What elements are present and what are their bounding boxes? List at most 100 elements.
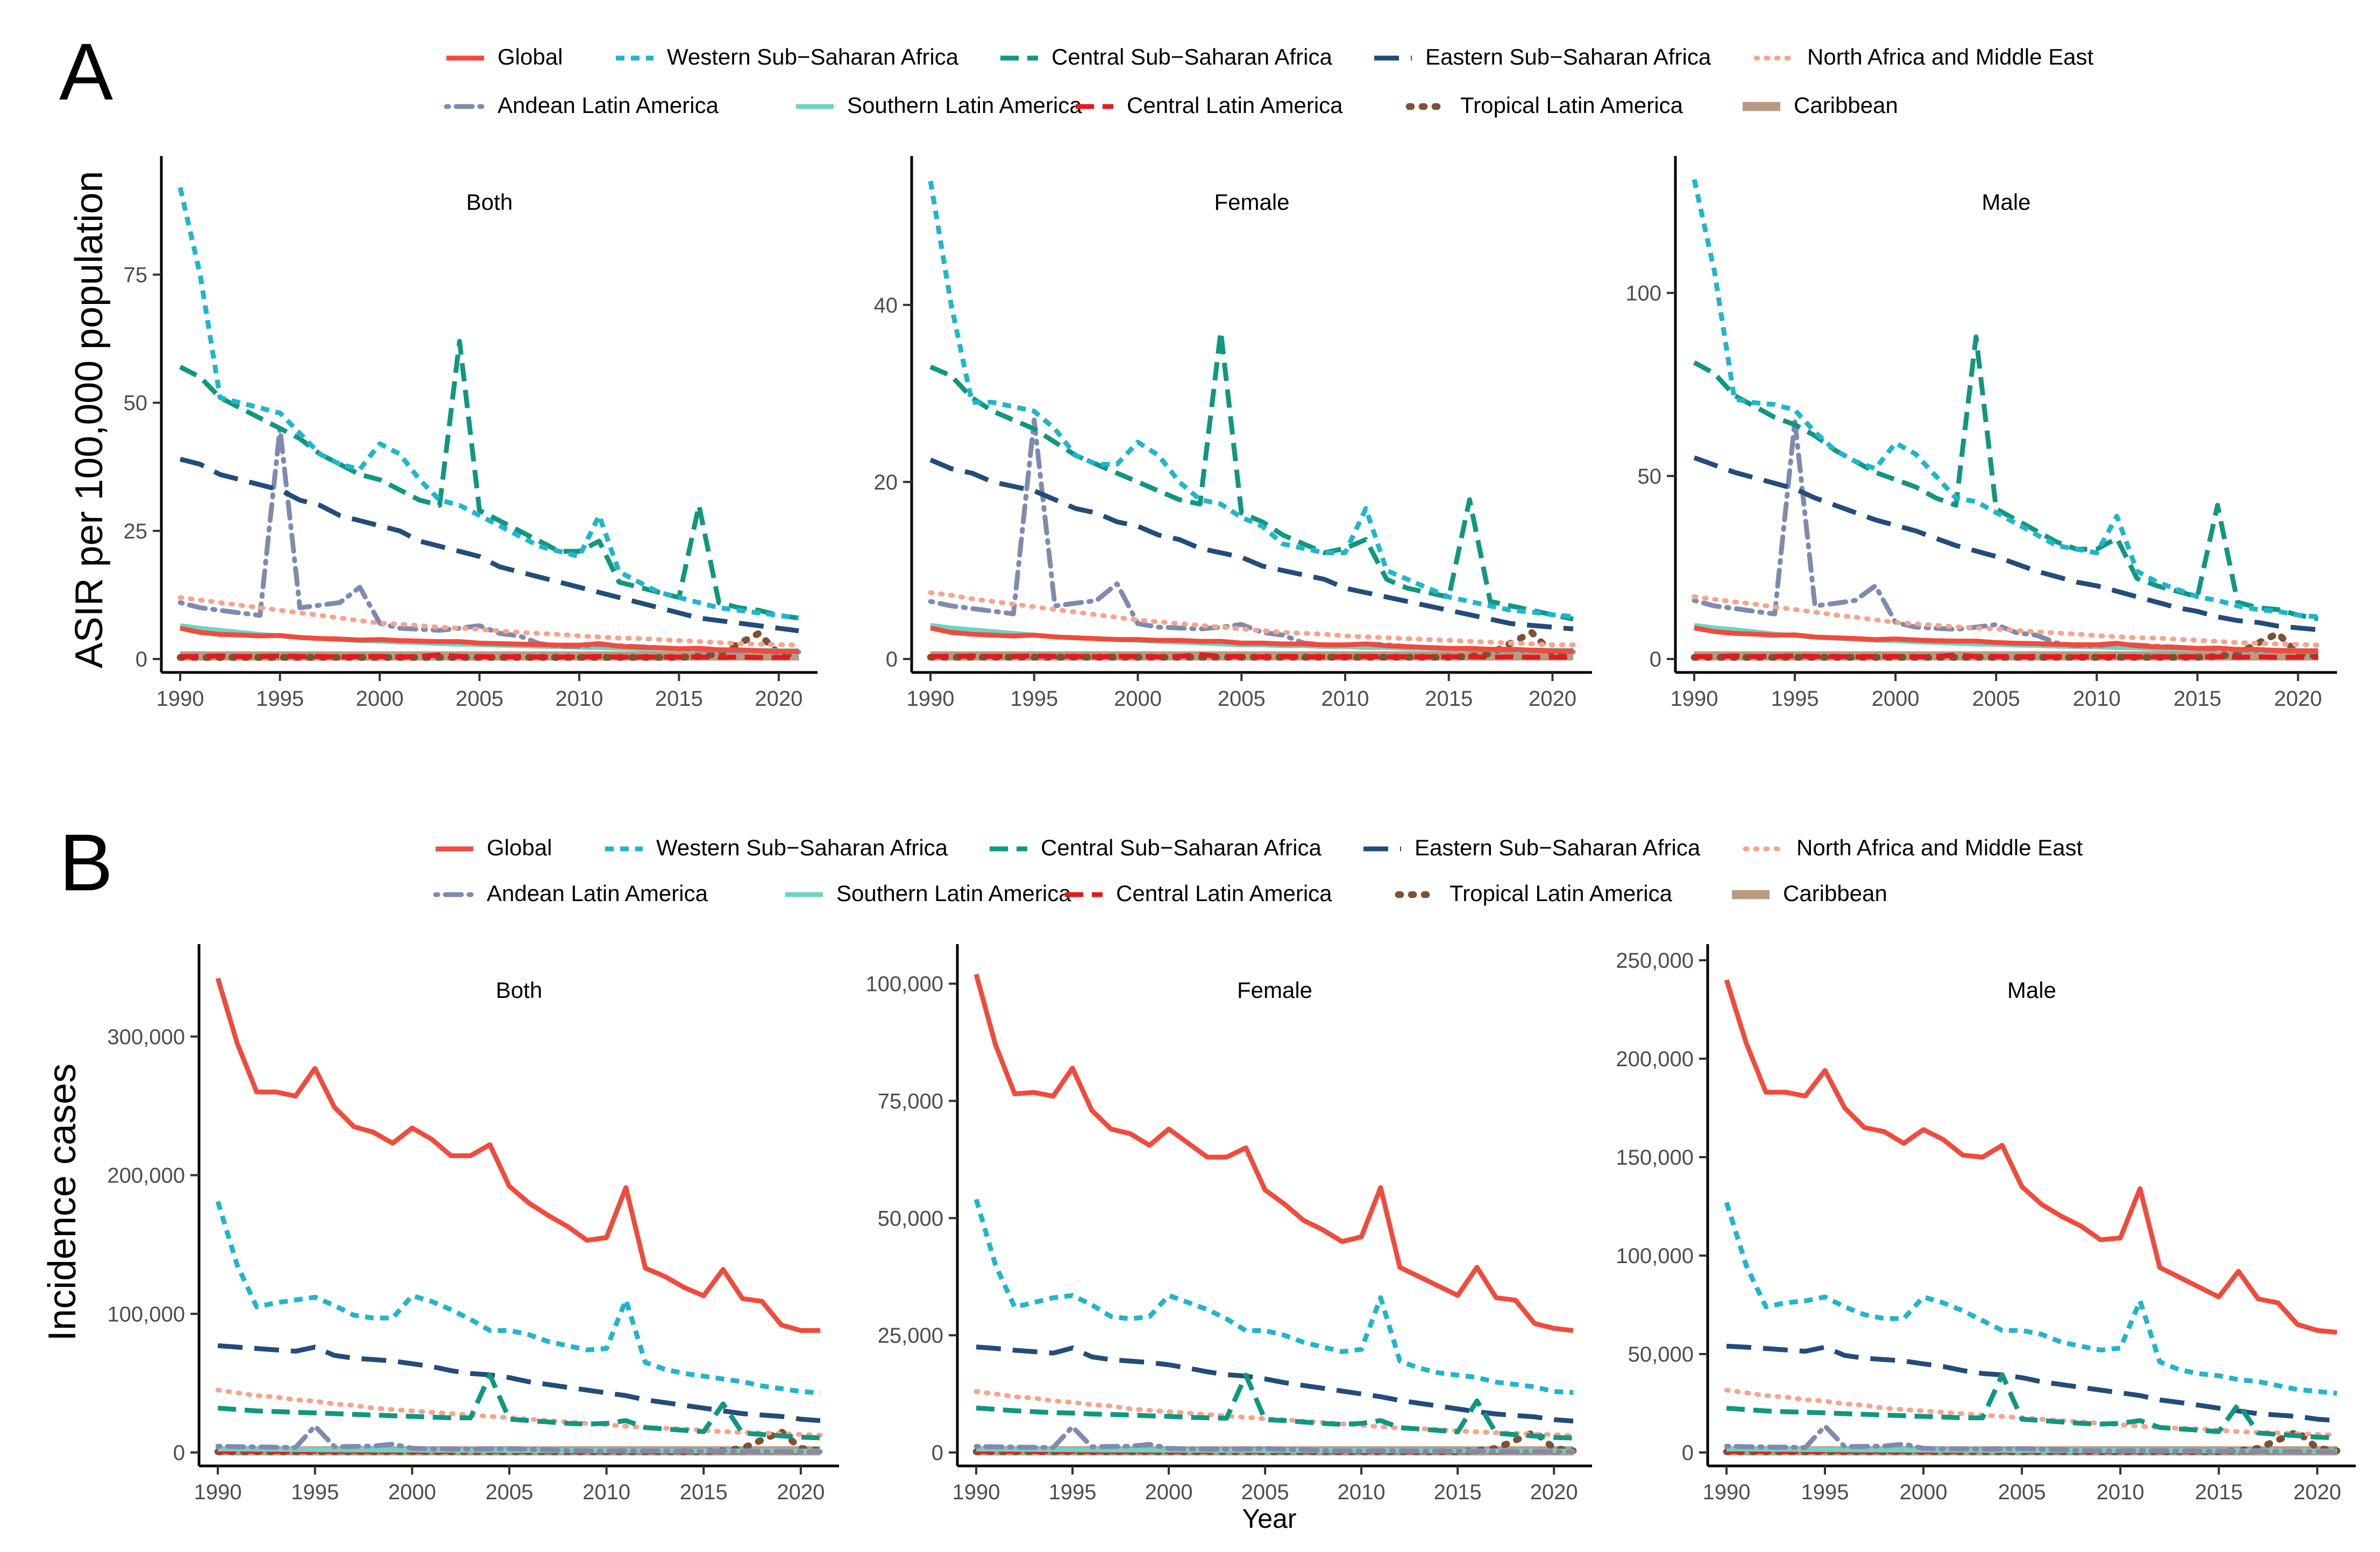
legend-label-central-latin-america: Central Latin America <box>1116 881 1332 906</box>
legend-label-southern-latin-america: Southern Latin America <box>847 93 1082 118</box>
series-line-eastern-sub-saharan-africa <box>217 1343 821 1423</box>
x-tick-label: 2000 <box>1145 1480 1193 1504</box>
legend-item-caribbean: Caribbean <box>1743 93 1898 118</box>
y-tick-label: 100,000 <box>865 973 943 996</box>
legend-label-tropical-latin-america: Tropical Latin America <box>1460 93 1683 118</box>
chart-a-both: Both 1990 1995 2000 2005 2010 2015 2020 0 25 50 75 <box>124 156 818 711</box>
y-tick-label: 75 <box>124 264 148 287</box>
series-line-global <box>1724 979 2338 1335</box>
x-tick-label: 2010 <box>555 687 603 711</box>
legend-item-tropical-latin-america: Tropical Latin America <box>1395 881 1673 906</box>
legend-label-central-sub-saharan-africa: Central Sub−Saharan Africa <box>1052 44 1332 69</box>
x-tick-label: 1990 <box>157 687 204 711</box>
facet-title: Female <box>1214 189 1289 215</box>
x-tick-label: 2000 <box>1114 687 1162 711</box>
legend-item-andean-latin-america: Andean Latin America <box>444 93 719 118</box>
series-line-western-sub-saharan-africa <box>1692 179 2319 620</box>
series-line-central-sub-saharan-africa <box>929 329 1574 622</box>
legend-item-central-latin-america: Central Latin America <box>1065 881 1332 906</box>
series-line-central-sub-saharan-africa <box>217 1372 821 1441</box>
series-line-central-sub-saharan-africa <box>1693 334 2319 621</box>
series-line-western-sub-saharan-africa <box>215 1201 821 1395</box>
legend-label-north-africa-and-middle-east: North Africa and Middle East <box>1807 44 2094 69</box>
legend-item-central-sub-saharan-africa: Central Sub−Saharan Africa <box>1000 44 1332 69</box>
x-tick-label: 1995 <box>256 687 304 711</box>
legend-label-andean-latin-america: Andean Latin America <box>487 881 708 906</box>
y-tick-label: 25,000 <box>878 1324 943 1348</box>
x-tick-label: 2015 <box>1434 1480 1482 1504</box>
y-tick-label: 100,000 <box>107 1302 185 1326</box>
legend-item-tropical-latin-america: Tropical Latin America <box>1405 93 1683 118</box>
series-line-western-sub-saharan-africa <box>1724 1201 2338 1396</box>
series-line-eastern-sub-saharan-africa <box>929 457 1574 632</box>
x-tick-label: 2005 <box>1998 1480 2046 1504</box>
x-tick-label: 2010 <box>2073 687 2121 711</box>
x-tick-label: 1990 <box>194 1480 242 1504</box>
series-line-central-latin-america <box>180 652 799 660</box>
y-tick-label: 50 <box>124 392 148 415</box>
x-tick-label: 1990 <box>1671 687 1718 711</box>
x-tick-label: 2000 <box>356 687 403 711</box>
series-line-western-sub-saharan-africa <box>928 180 1574 619</box>
x-tick-label: 1995 <box>1801 1480 1849 1504</box>
legend-label-caribbean: Caribbean <box>1794 93 1898 118</box>
y-tick-label: 75,000 <box>878 1089 943 1113</box>
legend-label-eastern-sub-saharan-africa: Eastern Sub−Saharan Africa <box>1415 835 1701 860</box>
legend-label-western-sub-saharan-africa: Western Sub−Saharan Africa <box>667 44 959 69</box>
panel-letter-a: A <box>59 26 113 117</box>
legend-item-southern-latin-america: Southern Latin America <box>785 881 1071 906</box>
legend-item-southern-latin-america: Southern Latin America <box>796 93 1082 118</box>
series-line-global <box>180 626 799 654</box>
y-tick-label: 0 <box>1650 648 1661 671</box>
facet-title: Male <box>1981 189 2030 215</box>
x-tick-label: 2020 <box>777 1480 825 1504</box>
x-tick-label: 2015 <box>1425 687 1473 711</box>
x-tick-label: 2015 <box>2195 1480 2243 1504</box>
legend-label-western-sub-saharan-africa: Western Sub−Saharan Africa <box>656 835 948 860</box>
series-line-global <box>1694 625 2318 654</box>
y-axis-label-a: ASIR per 100,000 population <box>68 171 111 669</box>
series-line-andean-latin-america <box>215 1423 823 1454</box>
legend-item-andean-latin-america: Andean Latin America <box>433 881 708 906</box>
series-line-eastern-sub-saharan-africa <box>1726 1343 2338 1423</box>
legend-label-central-sub-saharan-africa: Central Sub−Saharan Africa <box>1041 835 1322 860</box>
x-tick-label: 2015 <box>2173 687 2221 711</box>
legend-label-southern-latin-america: Southern Latin America <box>836 881 1071 906</box>
y-tick-label: 50,000 <box>878 1207 943 1230</box>
panel-letter-b: B <box>59 817 113 908</box>
legend-item-central-latin-america: Central Latin America <box>1076 93 1343 118</box>
chart-b-female: Female 1990 1995 2000 2005 2010 2015 2020 0 25,00… <box>865 944 1592 1504</box>
x-tick-label: 2020 <box>1529 687 1576 711</box>
legend-label-north-africa-and-middle-east: North Africa and Middle East <box>1796 835 2083 860</box>
series-line-central-sub-saharan-africa <box>1726 1372 2338 1441</box>
y-tick-label: 0 <box>136 648 147 671</box>
y-tick-label: 0 <box>886 648 898 671</box>
y-tick-label: 200,000 <box>107 1164 185 1188</box>
x-tick-label: 2005 <box>1241 1480 1289 1504</box>
y-tick-label: 200,000 <box>1616 1047 1694 1071</box>
chart-a-female: Female 1990 1995 2000 2005 2010 2015 2020 0 20 40 <box>874 156 1592 711</box>
series-line-eastern-sub-saharan-africa <box>976 1344 1574 1424</box>
chart-b-male: Male 1990 1995 2000 2005 2010 2015 2020 0 50,000 1… <box>1616 944 2356 1504</box>
x-tick-label: 2020 <box>2293 1480 2341 1504</box>
x-tick-label: 2020 <box>755 687 802 711</box>
x-tick-label: 2005 <box>456 687 503 711</box>
series-line-western-sub-saharan-africa <box>177 187 799 621</box>
x-tick-label: 1990 <box>1703 1480 1751 1504</box>
x-tick-label: 1990 <box>907 687 955 711</box>
x-tick-label: 2010 <box>582 1480 630 1504</box>
x-tick-label: 1995 <box>1049 1480 1097 1504</box>
x-tick-label: 2020 <box>2274 687 2322 711</box>
x-tick-label: 1990 <box>953 1480 1000 1504</box>
series-line-global <box>974 973 1574 1333</box>
legend-item-north-africa-and-middle-east: North Africa and Middle East <box>1743 835 2083 860</box>
y-tick-label: 300,000 <box>107 1025 185 1049</box>
legend-label-global: Global <box>487 835 552 860</box>
x-tick-label: 2005 <box>485 1480 533 1504</box>
y-tick-label: 100 <box>1625 282 1661 306</box>
y-tick-label: 40 <box>874 294 898 317</box>
series-line-andean-latin-america <box>1724 1423 2340 1454</box>
legend-label-eastern-sub-saharan-africa: Eastern Sub−Saharan Africa <box>1425 44 1711 69</box>
legend-item-western-sub-saharan-africa: Western Sub−Saharan Africa <box>616 44 959 69</box>
facet-title: Male <box>2007 977 2056 1003</box>
